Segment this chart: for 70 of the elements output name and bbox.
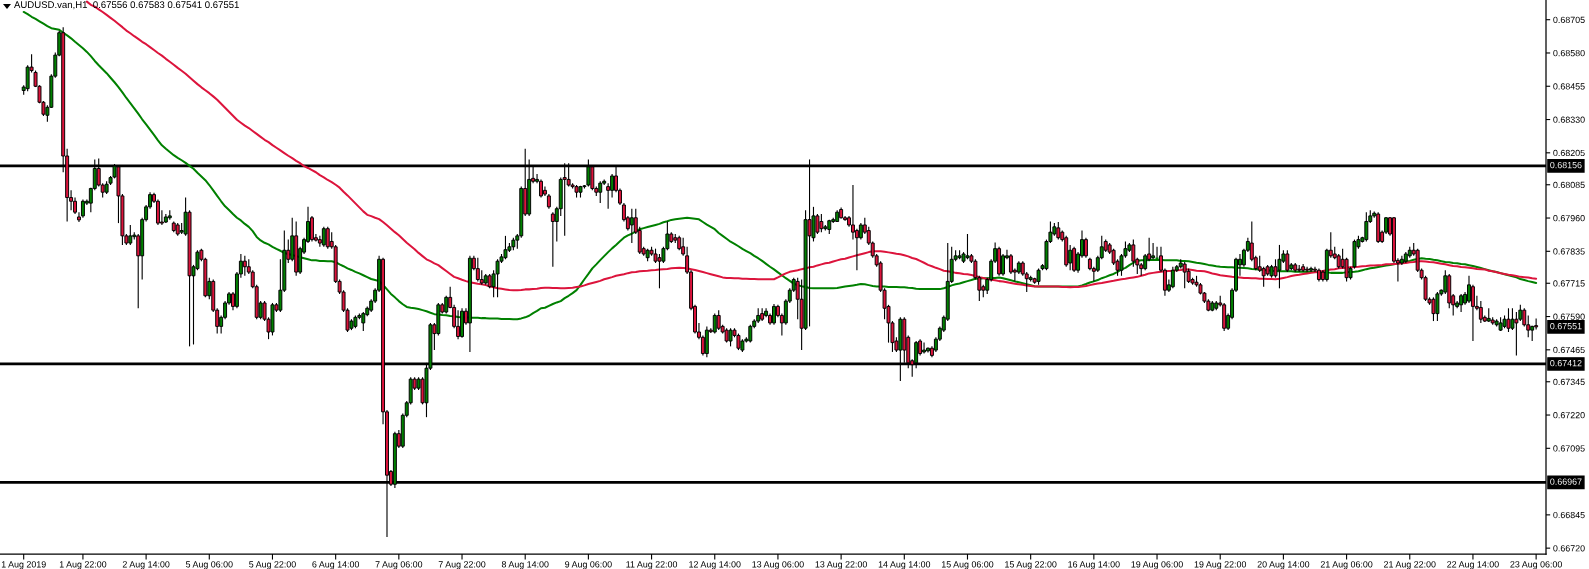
y-tick-label: 0.66720 (1553, 545, 1585, 552)
x-tick-label: 21 Aug 06:00 (1320, 561, 1373, 569)
x-tick-label: 7 Aug 06:00 (375, 561, 423, 569)
y-tick-label: 0.67345 (1553, 378, 1585, 386)
y-tick-label: 0.68580 (1553, 49, 1585, 57)
x-tick-label: 7 Aug 22:00 (438, 561, 486, 569)
x-tick-label: 12 Aug 14:00 (689, 561, 741, 569)
y-tick-label: 0.68455 (1553, 83, 1585, 90)
y-tick-label: 0.67835 (1553, 248, 1585, 255)
candlestick (1083, 237, 1088, 259)
y-tick-label: 0.68330 (1553, 116, 1585, 123)
x-tick-label: 16 Aug 14:00 (1068, 561, 1120, 569)
x-tick-label: 15 Aug 06:00 (941, 561, 994, 569)
y-tick-label: 0.67095 (1553, 445, 1585, 452)
y-tick-label: 0.67220 (1553, 412, 1585, 419)
candlestick (550, 211, 555, 268)
x-tick-label: 13 Aug 06:00 (752, 561, 804, 569)
x-tick-label: 23 Aug 06:00 (1510, 561, 1562, 569)
candlestick (965, 233, 970, 260)
candlestick (1151, 242, 1156, 260)
candlestick (361, 311, 366, 332)
candlestick (1072, 246, 1077, 273)
x-tick-label: 20 Aug 14:00 (1257, 561, 1310, 569)
x-tick-label: 1 Aug 22:00 (59, 561, 107, 569)
y-tick-label: 0.68205 (1553, 149, 1585, 157)
candlestick (1170, 266, 1175, 289)
candlestick (815, 213, 820, 235)
x-tick-label: 15 Aug 22:00 (1005, 561, 1057, 569)
candlestick (1131, 239, 1136, 268)
candlestick (80, 198, 85, 219)
ref-line-label: 0.66967 (1550, 478, 1582, 485)
y-tick-label: 0.67715 (1553, 280, 1585, 287)
x-tick-label: 6 Aug 14:00 (312, 561, 360, 569)
y-tick-label: 0.67465 (1553, 346, 1585, 354)
x-tick-label: 8 Aug 14:00 (501, 561, 549, 569)
x-tick-label: 11 Aug 22:00 (626, 561, 678, 569)
candlestick (704, 325, 709, 358)
x-tick-label: 1 Aug 2019 (1, 561, 46, 569)
x-tick-label: 21 Aug 22:00 (1384, 561, 1436, 569)
x-tick-label: 9 Aug 06:00 (565, 561, 612, 569)
x-tick-label: 19 Aug 22:00 (1194, 561, 1247, 569)
candlestick (325, 226, 330, 250)
chart-title: AUDUSD.van,H1 0.67556 0.67583 0.67541 0.67551 (14, 1, 239, 10)
ref-line-label: 0.67412 (1550, 360, 1582, 367)
x-tick-label: 19 Aug 06:00 (1131, 561, 1183, 569)
candlestick (772, 303, 776, 326)
candlestick (1534, 317, 1539, 331)
x-tick-label: 13 Aug 22:00 (815, 561, 867, 569)
y-tick-label: 0.68705 (1553, 16, 1585, 24)
x-tick-label: 14 Aug 14:00 (878, 561, 931, 569)
candlestick (539, 178, 543, 199)
candlestick (1431, 296, 1436, 322)
x-tick-label: 22 Aug 14:00 (1447, 561, 1499, 569)
candlestick (1182, 261, 1187, 289)
candlestick (321, 226, 326, 248)
candlestick (495, 258, 500, 298)
text: 0.67551 (1550, 323, 1582, 330)
candlestick (716, 309, 721, 331)
candlestick (1435, 291, 1440, 322)
x-tick-label: 5 Aug 06:00 (185, 561, 233, 569)
candlestick (1522, 307, 1527, 327)
y-tick-label: 0.66845 (1553, 511, 1585, 519)
y-tick-label: 0.67960 (1553, 215, 1585, 222)
ref-line-label: 0.68156 (1550, 161, 1582, 169)
y-tick-label: 0.68085 (1553, 181, 1585, 189)
y-tick-label: 0.67590 (1553, 313, 1585, 320)
candlestick (242, 255, 247, 277)
x-tick-label: 5 Aug 22:00 (249, 561, 296, 569)
x-tick-label: 2 Aug 14:00 (122, 561, 170, 569)
candlestick (1478, 300, 1483, 324)
